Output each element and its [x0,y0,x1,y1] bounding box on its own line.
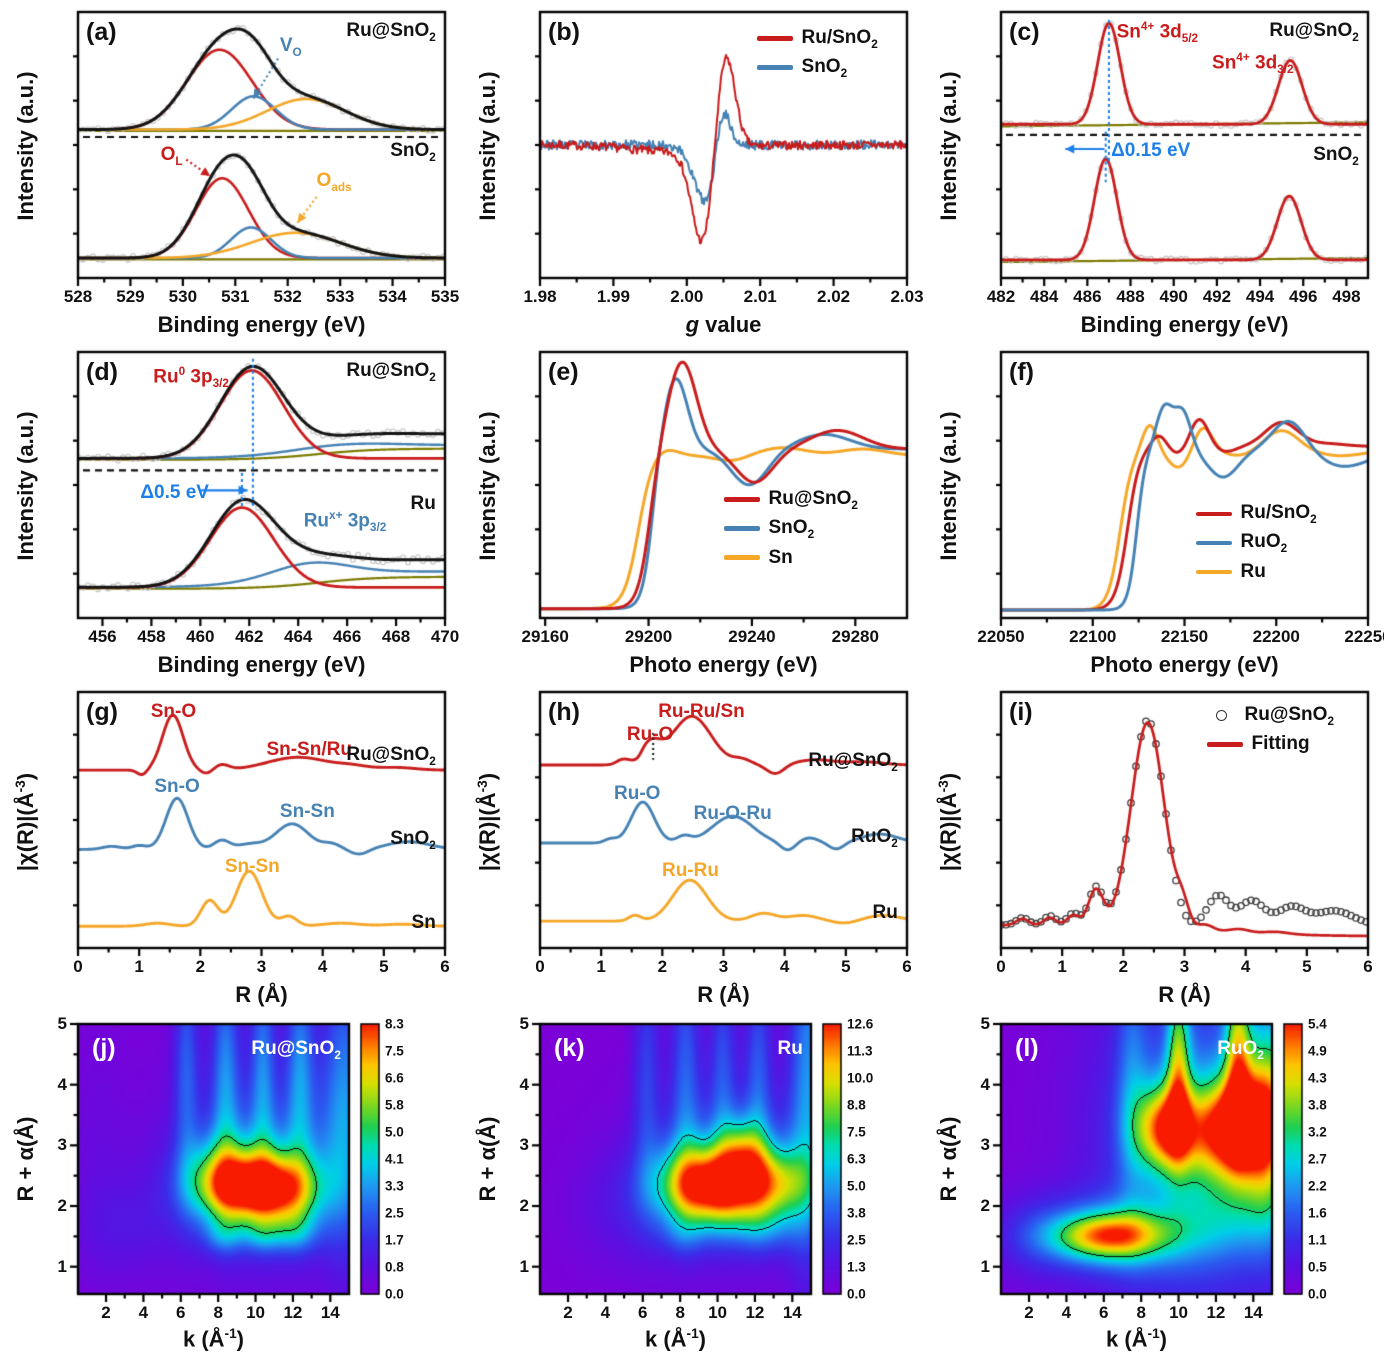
panel-a-plot-canvas [0,0,461,340]
y-axis-label: Intensity (a.u.) [936,71,961,221]
panel-j-plot-canvas [0,1010,461,1356]
panel-k: (k) k (Å-1) R + α(Å) 12.6 11.3 10.0 8.8 7.5 6… [462,1010,923,1356]
panel-b-plot-canvas [462,0,923,340]
y-axis-label: Intensity (a.u.) [13,71,38,221]
panel-letter-l: (l) [1015,1034,1039,1062]
x-axis-label: k (Å-1) [644,1325,706,1351]
panel-letter-j: (j) [92,1034,116,1062]
y-axis-label: Intensity (a.u.) [475,71,500,221]
y-axis-label: |χ(R)|(Å-3) [935,772,962,871]
panel-g: (g) R (Å) |χ(R)|(Å-3) 0 1 2 3 4 5 6 Sn-O Sn-Sn/R… [0,680,461,1010]
panel-k-plot-canvas [462,1010,923,1356]
panel-l-plot-canvas [923,1010,1384,1356]
x-axis-label: k (Å-1) [182,1325,244,1351]
panel-letter-f: (f) [1009,358,1034,386]
panel-i-plot-canvas [923,680,1384,1010]
panel-l: (l) k (Å-1) R + α(Å) 5.4 4.9 4.3 3.8 3.2 2.7 2… [923,1010,1384,1356]
panel-h: (h) R (Å) |χ(R)|(Å-3) 0 1 2 3 4 5 6 Ru-Ru/Sn Ru-… [462,680,923,1010]
panel-b: (b) g value Intensity (a.u.) 1.98 1.99 2.0… [462,0,924,340]
y-axis-label: R + α(Å) [936,1116,961,1202]
y-axis-label: R + α(Å) [13,1116,38,1202]
panel-j: (j) k (Å-1) R + α(Å) 8.3 7.5 6.6 5.8 5.0 4.1 3… [0,1010,461,1356]
panel-f: (f) Photo energy (eV) Intensity (a.u.) 2… [923,340,1384,680]
panel-letter-d: (d) [86,358,118,386]
panel-e-plot-canvas [462,340,923,680]
x-axis-label: Photo energy (eV) [1090,652,1279,677]
panel-e: (e) Photo energy (eV) Intensity (a.u.) 2… [462,340,923,680]
x-axis-label: Binding energy (eV) [157,652,366,677]
x-axis-label: k (Å-1) [1105,1325,1167,1351]
panel-h-plot-canvas [462,680,923,1010]
x-axis-label: Binding energy (eV) [157,312,366,337]
panel-letter-k: (k) [554,1034,585,1062]
panel-c: (c) Binding energy (eV) Intensity (a.u.)… [923,0,1384,340]
panel-f-plot-canvas [923,340,1384,680]
panel-c-plot-canvas [923,0,1384,340]
panel-letter-g: (g) [86,698,118,726]
x-axis-label: R (Å) [697,982,750,1007]
y-axis-label: |χ(R)|(Å-3) [12,772,39,871]
y-axis-label: Intensity (a.u.) [13,411,38,561]
panel-letter-i: (i) [1009,698,1033,726]
panel-a: (a) Binding energy (eV) Intensity (a.u.)… [0,0,461,340]
y-axis-label: |χ(R)|(Å-3) [474,772,501,871]
x-axis-label: Binding energy (eV) [1080,312,1289,337]
x-axis-label: R (Å) [1158,982,1211,1007]
y-axis-label: R + α(Å) [475,1116,500,1202]
panel-letter-b: (b) [548,18,580,46]
y-axis-label: Intensity (a.u.) [475,411,500,561]
panel-letter-h: (h) [548,698,580,726]
panel-letter-a: (a) [86,18,117,46]
panel-d-plot-canvas [0,340,461,680]
y-axis-label: Intensity (a.u.) [936,411,961,561]
x-axis-label: R (Å) [235,982,288,1007]
x-axis-label: g value [685,312,762,337]
panel-g-plot-canvas [0,680,461,1010]
panel-d: (d) Binding energy (eV) Intensity (a.u.)… [0,340,461,680]
x-axis-label: Photo energy (eV) [629,652,818,677]
panel-letter-c: (c) [1009,18,1040,46]
panel-i: (i) R (Å) |χ(R)|(Å-3) 0 1 2 3 4 5 6 Ru@SnO2 Fitt… [923,680,1384,1010]
panel-letter-e: (e) [548,358,579,386]
